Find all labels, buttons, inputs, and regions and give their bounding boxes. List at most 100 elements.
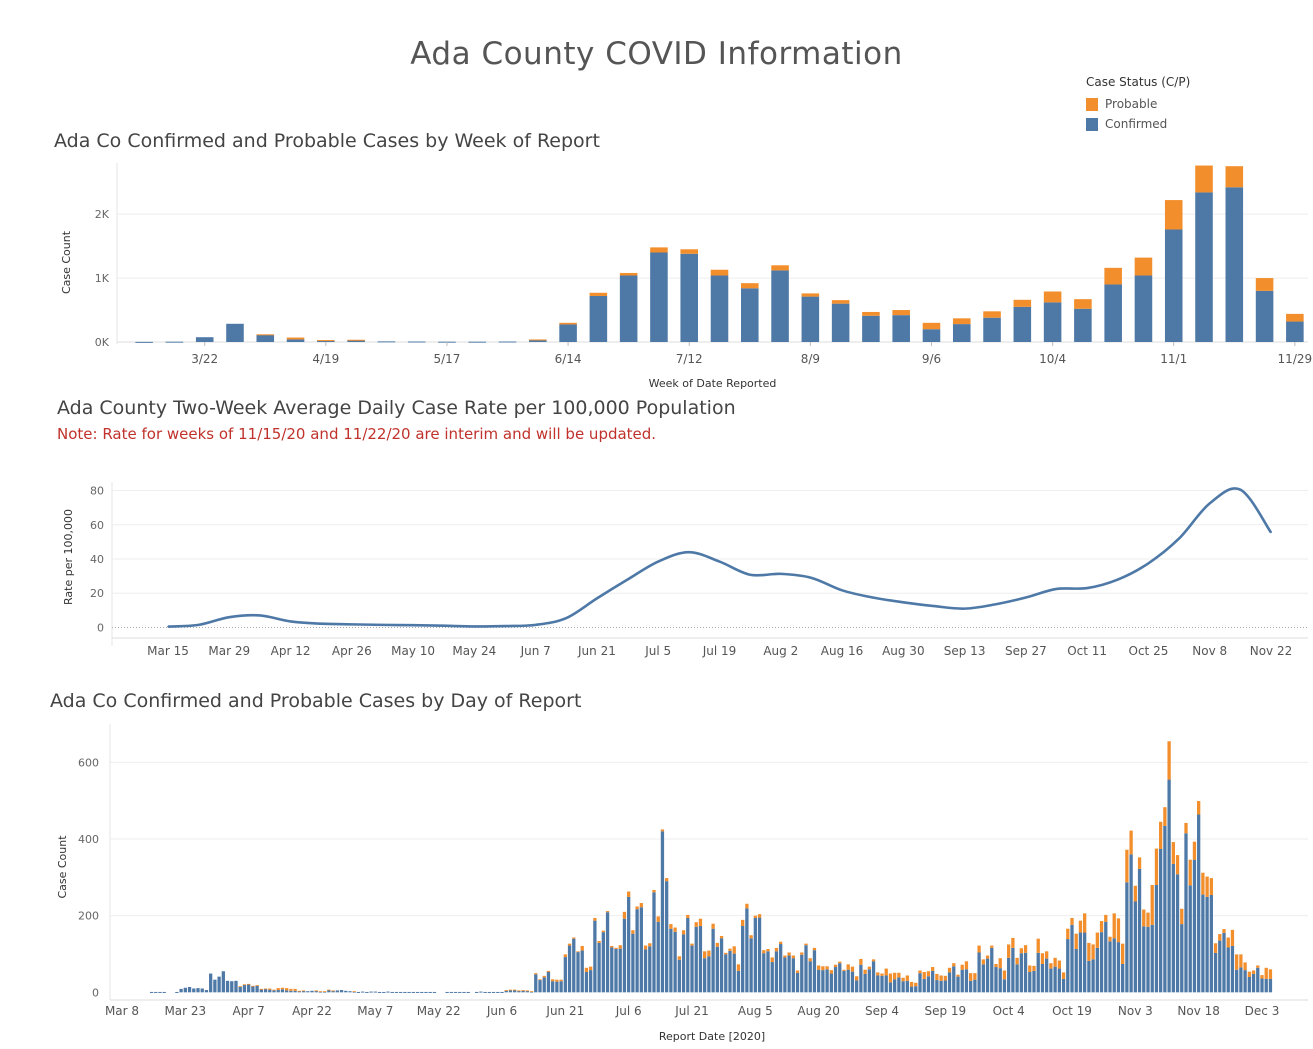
bar-probable-2020-11-09 (1159, 821, 1163, 849)
bar-confirmed-2020-10-07 (1019, 953, 1023, 993)
bar-probable-2020-08-03 (745, 903, 749, 909)
rate-point-mar-29 (228, 616, 231, 618)
y-tick-label: 1K (95, 272, 110, 285)
bar-probable-2020-12-01 (1251, 970, 1256, 974)
x-tick-label: 6/14 (555, 352, 582, 366)
bar-probable-4-19 (317, 340, 335, 342)
bar-confirmed-2020-05-29 (466, 991, 470, 993)
bar-probable-2020-08-27 (846, 964, 850, 970)
bar-probable-2020-08-21 (821, 966, 825, 971)
bar-confirmed-2020-04-08 (251, 986, 255, 993)
bar-probable-2020-08-30 (859, 958, 863, 965)
rate-point-jun-7 (534, 624, 537, 626)
bar-confirmed-11-8 (1195, 192, 1213, 342)
bar-probable-2020-08-02 (741, 919, 745, 927)
y-tick-label: 0 (92, 986, 99, 999)
bar-probable-6-14 (559, 322, 577, 325)
bar-confirmed-2020-10-18 (1066, 939, 1070, 993)
bar-confirmed-2020-07-22 (694, 926, 698, 993)
bar-confirmed-2020-11-23 (1218, 940, 1222, 993)
bar-confirmed-2020-11-13 (1175, 874, 1180, 993)
x-tick-label: Jun 7 (520, 644, 551, 658)
bar-confirmed-2020-04-21 (306, 991, 310, 993)
bar-confirmed-2020-03-16 (154, 991, 158, 993)
bar-probable-11-22 (1255, 278, 1274, 291)
bar-confirmed-2020-03-29 (209, 973, 213, 993)
bar-confirmed-2020-08-08 (766, 951, 770, 993)
bar-confirmed-2020-07-05 (622, 918, 627, 993)
bar-confirmed-2020-04-22 (310, 990, 314, 993)
bar-probable-2020-04-25 (323, 991, 327, 992)
bar-confirmed-2020-06-13 (529, 991, 534, 993)
bar-probable-2020-08-11 (779, 941, 783, 945)
bar-confirmed-2020-08-16 (800, 954, 804, 993)
bar-confirmed-8-2 (771, 270, 789, 342)
bar-confirmed-2020-08-22 (825, 969, 829, 993)
bar-probable-2020-07-31 (732, 946, 736, 954)
bar-probable-8-9 (801, 293, 820, 297)
y-tick-label: 400 (78, 833, 99, 846)
bar-confirmed-2020-11-16 (1188, 885, 1192, 993)
legend-swatch-confirmed (1086, 117, 1098, 131)
bar-probable-2020-06-07 (504, 990, 508, 991)
rate-point-apr-5 (259, 614, 261, 617)
bar-probable-2020-09-01 (867, 966, 871, 970)
bar-confirmed-2020-04-29 (339, 990, 344, 993)
y-tick-label: 0K (95, 336, 110, 349)
bar-confirmed-2020-09-14 (922, 978, 926, 993)
bar-confirmed-2020-06-14 (534, 974, 538, 993)
x-tick-label: Apr 12 (271, 644, 311, 658)
bar-probable-2020-07-18 (677, 956, 681, 960)
bar-confirmed-2020-11-30 (1247, 977, 1251, 993)
bar-probable-2020-11-26 (1230, 929, 1235, 946)
x-tick-label: Nov 3 (1118, 1004, 1153, 1018)
rate-point-nov-22 (1270, 531, 1272, 534)
bar-probable-2020-09-13 (918, 970, 922, 974)
bar-probable-11-1 (1164, 200, 1183, 230)
bar-confirmed-2020-07-10 (643, 949, 648, 993)
bar-probable-9-6 (922, 322, 941, 330)
rate-point-oct-11 (1086, 587, 1088, 589)
bar-probable-2020-07-13 (656, 916, 660, 922)
daily-cases-chart: 0 200 400 600 Mar 8 Mar 23 Apr 7 Apr 22 May 7 May… (56, 724, 1308, 1043)
bar-confirmed-2020-05-24 (445, 991, 449, 993)
bar-confirmed-2020-05-09 (382, 991, 386, 993)
bar-probable-2020-09-03 (876, 972, 880, 976)
bar-probable-2020-09-21 (952, 963, 956, 967)
bar-confirmed-2020-10-04 (1007, 957, 1011, 993)
bar-confirmed-2020-06-08 (508, 990, 513, 993)
bar-probable-11-29 (1286, 313, 1304, 322)
y-axis-title: Case Count (60, 230, 73, 294)
bar-confirmed-11-22 (1255, 290, 1274, 342)
bar-confirmed-2020-11-05 (1142, 926, 1146, 993)
bar-probable-2020-11-29 (1243, 962, 1247, 971)
legend-item-confirmed[interactable]: Confirmed (1086, 114, 1190, 134)
bar-probable-11-8 (1195, 165, 1213, 193)
bar-probable-9-27 (1013, 299, 1032, 307)
bar-confirmed-2020-10-30 (1116, 942, 1121, 993)
bar-confirmed-2020-07-04 (618, 948, 622, 993)
bar-confirmed-2020-11-22 (1213, 952, 1218, 993)
x-tick-label: Jul 6 (615, 1004, 642, 1018)
bar-confirmed-2020-09-02 (871, 961, 876, 993)
bar-confirmed-2020-08-05 (753, 917, 757, 993)
page-title: Ada County COVID Information (410, 36, 903, 72)
bar-probable-2020-04-13 (272, 989, 276, 991)
bar-probable-2020-08-07 (762, 950, 766, 954)
bar-probable-2020-09-02 (871, 959, 876, 962)
bar-confirmed-2020-05-15 (407, 991, 411, 993)
bar-probable-2020-07-19 (681, 930, 686, 935)
bar-probable-2020-07-27 (715, 942, 719, 947)
bar-confirmed-2020-09-23 (960, 969, 964, 993)
bar-probable-2020-11-17 (1192, 841, 1197, 860)
x-tick-label: 4/19 (312, 352, 339, 366)
bar-probable-8-16 (831, 300, 850, 304)
bar-probable-2020-04-19 (297, 990, 301, 992)
x-tick-label: 7/12 (676, 352, 703, 366)
bar-probable-2020-06-08 (508, 989, 513, 991)
bar-confirmed-2020-08-25 (838, 963, 842, 993)
bar-probable-2020-09-07 (893, 972, 897, 980)
bar-probable-2020-10-29 (1112, 913, 1116, 939)
bar-probable-2020-08-23 (829, 970, 833, 974)
legend-item-probable[interactable]: Probable (1086, 94, 1190, 114)
